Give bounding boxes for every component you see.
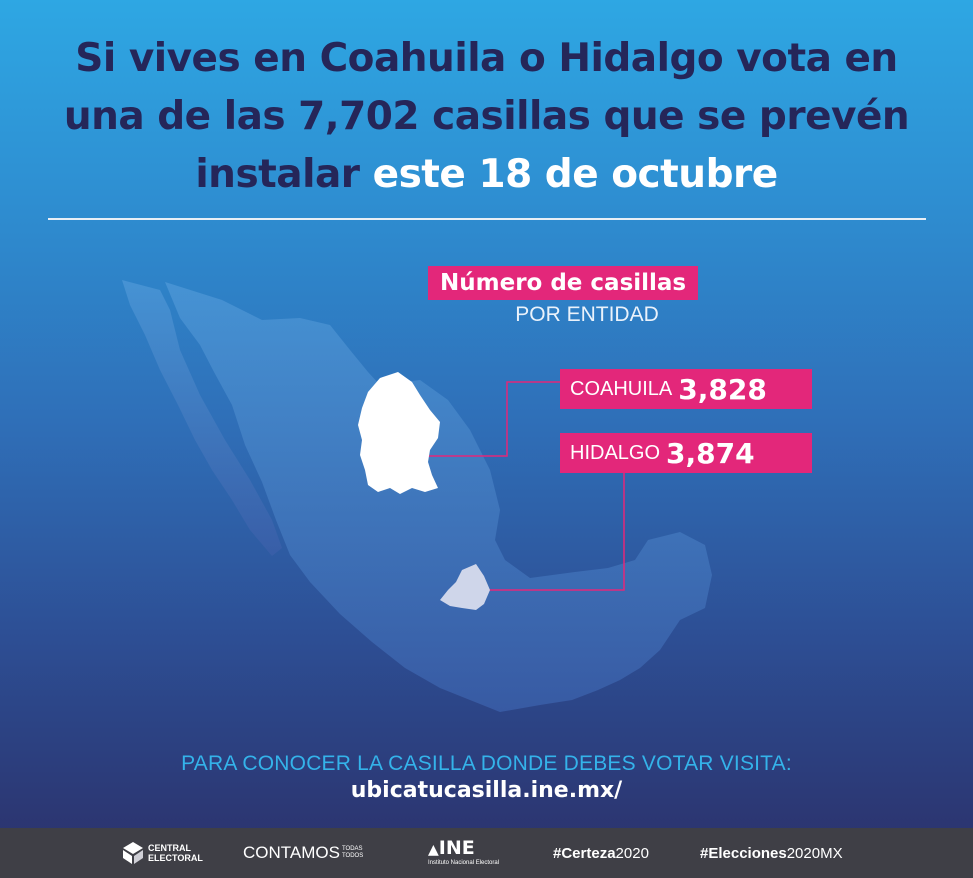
headline-line-3: instalar este 18 de octubre	[0, 146, 973, 204]
ine-logo-text: ▲INE	[428, 837, 475, 859]
hidalgo-value: 3,874	[666, 436, 755, 470]
hashtag-elecciones-bold: #Elecciones	[700, 844, 787, 862]
coahuila-value: 3,828	[678, 372, 767, 406]
headline: Si vives en Coahuila o Hidalgo vota en u…	[0, 30, 973, 204]
ine-logo-word: INE	[438, 837, 475, 859]
central-electoral-line-1: CENTRAL	[148, 843, 191, 853]
ine-logo-icon: ▲INE Instituto Nacional Electoral	[428, 828, 499, 878]
coahuila-badge: COAHUILA 3,828	[560, 369, 812, 409]
baja-california-shape	[122, 280, 282, 556]
contamos-text: CONTAMOS	[243, 843, 340, 862]
central-electoral-logo-icon	[123, 842, 143, 864]
contamos-small-2: TODOS	[341, 853, 364, 859]
cta-text: PARA CONOCER LA CASILLA DONDE DEBES VOTA…	[181, 752, 792, 775]
ine-subtitle: Instituto Nacional Electoral	[428, 860, 500, 866]
legend-subtitle: POR ENTIDAD	[515, 303, 659, 326]
headline-line-2: una de las 7,702 casillas que se prevén	[63, 94, 910, 139]
legend-title: Número de casillas	[428, 266, 699, 300]
header-divider	[48, 218, 926, 220]
contamos-logo: CONTAMOS TODAS TODOS	[243, 828, 363, 878]
hashtag-elecciones-year: 2020MX	[786, 844, 843, 862]
hashtag-certeza-bold: #Certeza	[553, 844, 616, 862]
central-electoral-line-2: ELECTORAL	[148, 853, 203, 863]
hidalgo-badge: HIDALGO 3,874	[560, 433, 812, 473]
cta-url-link[interactable]: ubicatucasilla.ine.mx/	[350, 778, 623, 803]
central-electoral-logo: CENTRAL ELECTORAL	[122, 828, 203, 878]
footer-bar: CENTRAL ELECTORAL CONTAMOS TODAS TODOS ▲…	[0, 828, 973, 878]
coahuila-shape	[358, 372, 440, 494]
coahuila-label: COAHUILA	[570, 377, 673, 400]
mainland-mexico-shape	[165, 282, 712, 712]
headline-line-3-start: instalar	[195, 152, 360, 197]
hashtag-elecciones: #Elecciones 2020MX	[700, 828, 843, 878]
hidalgo-shape	[440, 564, 490, 610]
contamos-small-1: TODAS	[341, 846, 363, 852]
headline-date-highlight: este 18 de octubre	[372, 152, 779, 197]
headline-line-1: Si vives en Coahuila o Hidalgo vota en	[75, 36, 898, 81]
hidalgo-connector-line	[488, 473, 625, 591]
coahuila-connector-line	[427, 381, 560, 457]
contamos-small: TODAS TODOS	[342, 846, 363, 860]
hidalgo-label: HIDALGO	[570, 441, 661, 464]
hashtag-certeza: #Certeza 2020	[553, 828, 649, 878]
hashtag-certeza-year: 2020	[615, 844, 649, 862]
